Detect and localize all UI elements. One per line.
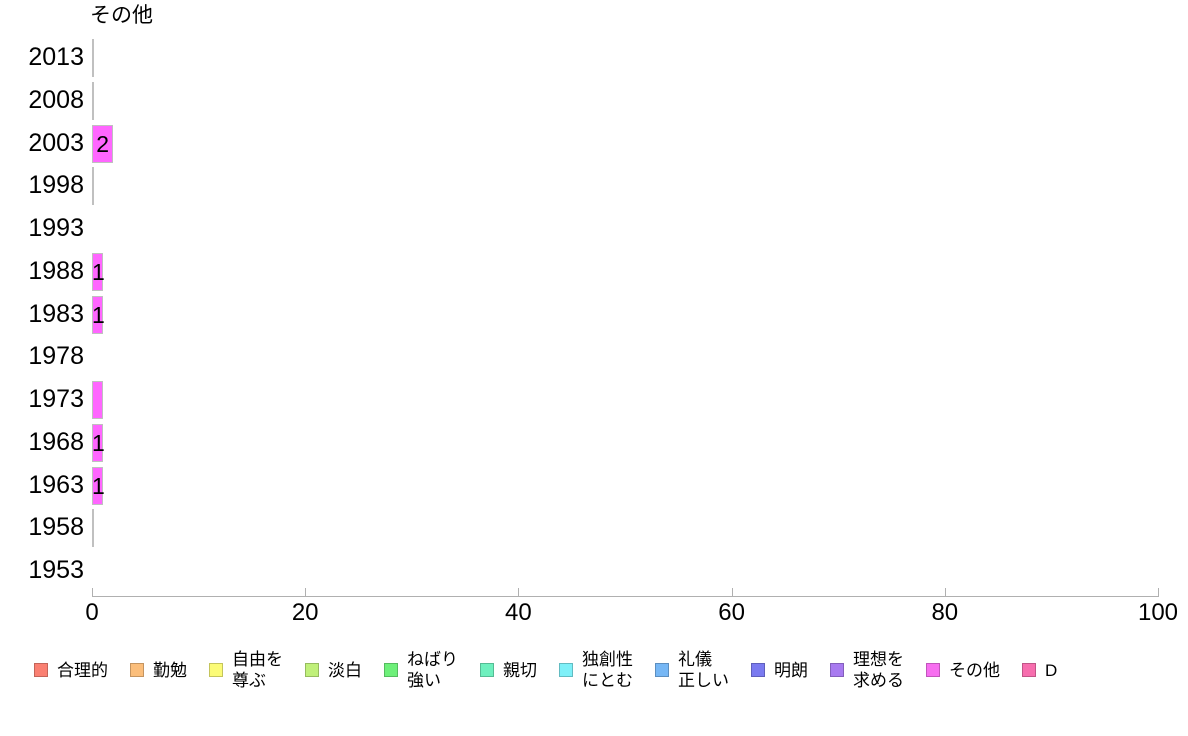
legend-color-swatch bbox=[830, 663, 844, 677]
legend-color-swatch bbox=[209, 663, 223, 677]
chart-row bbox=[92, 77, 1158, 120]
chart-row: 1 bbox=[92, 291, 1158, 334]
x-axis-tick-mark bbox=[305, 588, 307, 597]
legend-color-swatch bbox=[559, 663, 573, 677]
legend-item[interactable]: D bbox=[1022, 660, 1057, 681]
legend-color-swatch bbox=[1022, 663, 1036, 677]
chart-row bbox=[92, 504, 1158, 548]
x-axis-tick-label: 80 bbox=[931, 599, 959, 626]
legend-item-label: D bbox=[1045, 660, 1058, 680]
chart-row: 1 bbox=[92, 419, 1158, 462]
chart-row bbox=[92, 34, 1158, 77]
chart-row bbox=[92, 333, 1158, 376]
legend-item-label: その他 bbox=[949, 660, 1000, 680]
bar[interactable] bbox=[92, 423, 103, 462]
chart-row: 1 bbox=[92, 248, 1158, 291]
chart-legend: 合理的 勤勉 自由を 尊ぶ 淡白 ねばり 強い 親切 独創性 にとむ 礼儀 正しい 明朗 理想を … bbox=[0, 640, 1188, 700]
bar[interactable] bbox=[92, 81, 94, 120]
legend-item[interactable]: 親切 bbox=[480, 660, 537, 681]
bar[interactable] bbox=[92, 381, 103, 420]
legend-item[interactable]: ねばり 強い bbox=[384, 649, 458, 691]
legend-item[interactable]: 礼儀 正しい bbox=[655, 649, 729, 691]
y-axis-tick-label: 1958 bbox=[28, 513, 84, 542]
legend-item-label: 独創性 にとむ bbox=[582, 650, 633, 690]
legend-color-swatch bbox=[305, 663, 319, 677]
bar[interactable] bbox=[92, 39, 94, 77]
x-axis-tick-label: 0 bbox=[85, 599, 99, 626]
y-axis-tick-label: 1953 bbox=[28, 556, 84, 585]
chart-title: その他 bbox=[90, 4, 153, 27]
legend-item[interactable]: 理想を 求める bbox=[830, 649, 904, 691]
legend-item-label: 勤勉 bbox=[153, 660, 187, 680]
x-axis-tick-mark bbox=[1158, 588, 1159, 597]
legend-item-label: 自由を 尊ぶ bbox=[232, 650, 283, 690]
legend-item[interactable]: 自由を 尊ぶ bbox=[209, 649, 283, 691]
legend-item[interactable]: 独創性 にとむ bbox=[559, 649, 633, 691]
x-axis-line bbox=[92, 596, 1158, 597]
legend-color-swatch bbox=[34, 663, 48, 677]
y-axis-tick-label: 1993 bbox=[28, 214, 84, 243]
x-axis-tick-mark bbox=[731, 588, 733, 597]
legend-item-label: 淡白 bbox=[328, 660, 362, 680]
chart-row bbox=[92, 547, 1158, 590]
legend-color-swatch bbox=[751, 663, 765, 677]
x-axis-tick-mark bbox=[92, 588, 93, 597]
legend-item-label: 合理的 bbox=[57, 660, 108, 680]
bar[interactable] bbox=[92, 509, 94, 548]
y-axis-tick-label: 1998 bbox=[28, 171, 84, 200]
bar[interactable] bbox=[92, 295, 103, 334]
chart-row bbox=[92, 162, 1158, 206]
legend-item-label: ねばり 強い bbox=[407, 650, 458, 690]
legend-item-label: 礼儀 正しい bbox=[678, 650, 729, 690]
chart-row bbox=[92, 205, 1158, 248]
legend-color-swatch bbox=[480, 663, 494, 677]
chart-row bbox=[92, 376, 1158, 420]
bar[interactable] bbox=[92, 252, 103, 291]
legend-item[interactable]: 合理的 bbox=[34, 660, 108, 681]
y-axis-tick-label: 1978 bbox=[28, 342, 84, 371]
legend-item[interactable]: その他 bbox=[926, 660, 1000, 681]
bar[interactable] bbox=[92, 167, 94, 206]
x-axis-tick-label: 40 bbox=[505, 599, 532, 626]
x-axis-tick-label: 20 bbox=[291, 599, 319, 626]
chart-row: 1 bbox=[92, 462, 1158, 505]
y-axis-tick-label: 1963 bbox=[28, 470, 84, 499]
bar[interactable] bbox=[92, 124, 114, 163]
y-axis-tick-label: 2003 bbox=[28, 128, 84, 157]
bar[interactable] bbox=[92, 466, 103, 505]
legend-item-label: 明朗 bbox=[774, 660, 808, 680]
x-axis-tick-mark bbox=[518, 588, 520, 597]
legend-color-swatch bbox=[655, 663, 669, 677]
legend-item[interactable]: 勤勉 bbox=[130, 660, 187, 681]
y-axis-tick-label: 1988 bbox=[28, 256, 84, 285]
x-axis-tick-label: 100 bbox=[1137, 599, 1179, 626]
y-axis-tick-label: 2013 bbox=[28, 43, 84, 71]
y-axis-tick-label: 1973 bbox=[28, 385, 84, 414]
x-axis-tick-label: 60 bbox=[718, 599, 745, 626]
legend-item-label: 理想を 求める bbox=[853, 650, 904, 690]
legend-color-swatch bbox=[384, 663, 398, 677]
chart-row: 2 bbox=[92, 120, 1158, 163]
legend-color-swatch bbox=[926, 663, 940, 677]
x-axis-tick-mark bbox=[944, 588, 946, 597]
legend-item[interactable]: 淡白 bbox=[305, 660, 362, 681]
y-axis-tick-label: 1983 bbox=[28, 299, 84, 328]
legend-color-swatch bbox=[130, 663, 144, 677]
y-axis-tick-label: 2008 bbox=[28, 85, 84, 114]
y-axis-tick-label: 1968 bbox=[28, 427, 84, 456]
legend-item-label: 親切 bbox=[503, 660, 537, 680]
legend-item[interactable]: 明朗 bbox=[751, 660, 808, 681]
